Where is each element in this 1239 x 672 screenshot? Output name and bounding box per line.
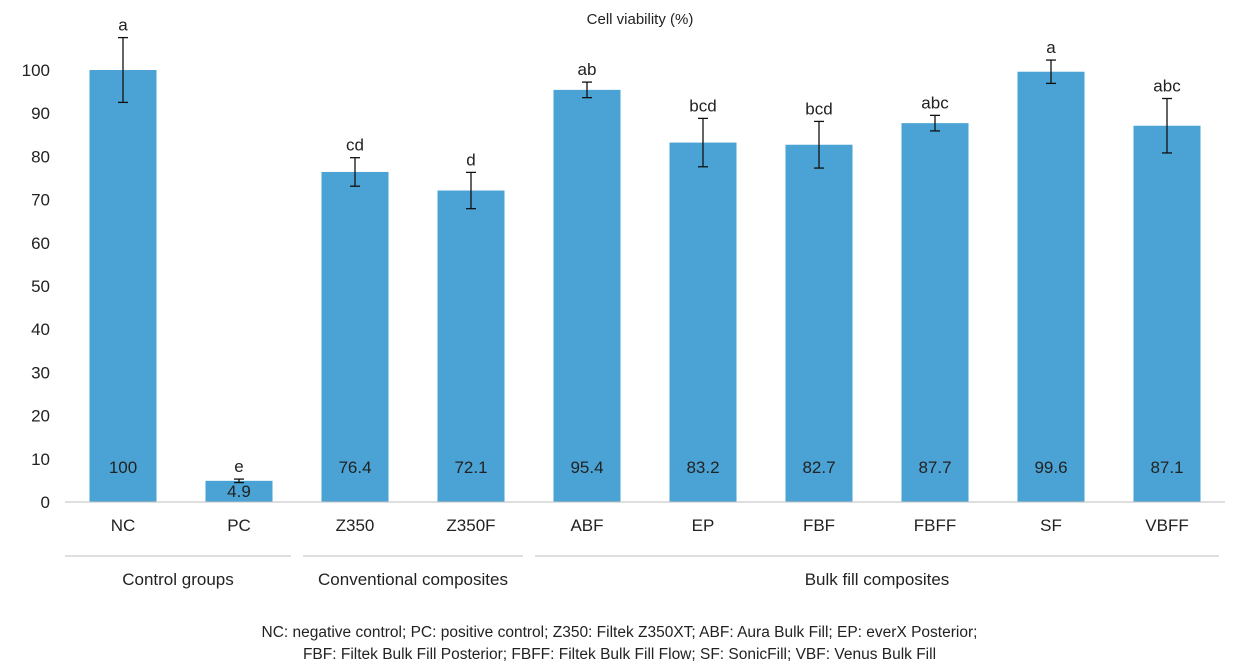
significance-letter: bcd	[805, 99, 832, 118]
bars	[89, 70, 1201, 503]
value-label: 99.6	[1034, 458, 1067, 477]
category-label: NC	[111, 516, 136, 535]
category-label: EP	[692, 516, 715, 535]
significance-letter: a	[118, 16, 128, 35]
significance-letter: bcd	[689, 96, 716, 115]
category-label: FBFF	[914, 516, 957, 535]
error-bars	[118, 36, 1172, 484]
significance-letter: d	[466, 150, 475, 169]
value-label: 76.4	[338, 458, 371, 477]
value-label: 100	[109, 458, 137, 477]
category-label: SF	[1040, 516, 1062, 535]
y-tick-label: 70	[31, 191, 50, 210]
group-label: Bulk fill composites	[805, 570, 950, 589]
bar	[669, 142, 737, 503]
bar	[1133, 125, 1201, 502]
value-label: 95.4	[570, 458, 603, 477]
bar	[205, 480, 273, 502]
y-tick-label: 20	[31, 407, 50, 426]
group-brackets: Control groups Conventional composites Bul…	[65, 555, 1219, 589]
y-tick-label: 60	[31, 234, 50, 253]
significance-letter: cd	[346, 136, 364, 155]
cell-viability-bar-chart: Cell viability (%) 0 10 20 30 40 50 60 70 80 90 10…	[22, 11, 1225, 589]
significance-letters: a e cd d ab bcd bcd abc a abc	[118, 16, 1181, 477]
category-label: Z350	[336, 516, 375, 535]
significance-letter: ab	[578, 60, 597, 79]
significance-letter: a	[1046, 38, 1056, 57]
footnote-line-2: FBF: Filtek Bulk Fill Posterior; FBFF: F…	[302, 646, 937, 663]
category-label: ABF	[570, 516, 603, 535]
value-label: 83.2	[686, 458, 719, 477]
category-labels: NC PC Z350 Z350F ABF EP FBF FBFF SF VBFF	[111, 516, 1189, 535]
y-tick-label: 0	[41, 493, 50, 512]
bar	[901, 123, 969, 503]
y-tick-label: 100	[22, 61, 50, 80]
significance-letter: e	[234, 457, 243, 476]
category-label: Z350F	[446, 516, 495, 535]
value-label: 72.1	[454, 458, 487, 477]
y-tick-label: 30	[31, 363, 50, 382]
bar	[553, 89, 621, 502]
category-label: VBFF	[1145, 516, 1188, 535]
group-label: Control groups	[122, 570, 234, 589]
value-labels: 100 4.9 76.4 72.1 95.4 83.2 82.7 87.7 99.6 87.1	[109, 458, 1184, 501]
bar	[437, 190, 505, 502]
bar	[89, 70, 157, 502]
value-label: 87.1	[1150, 458, 1183, 477]
y-axis-ticks: 0 10 20 30 40 50 60 70 80 90 100	[22, 61, 50, 512]
y-tick-label: 10	[31, 450, 50, 469]
footnote: NC: negative control; PC: positive contr…	[0, 622, 1239, 666]
significance-letter: abc	[1153, 77, 1181, 96]
bar	[1017, 71, 1085, 502]
value-label: 87.7	[918, 458, 951, 477]
y-tick-label: 50	[31, 277, 50, 296]
significance-letter: abc	[921, 93, 949, 112]
value-label: 4.9	[227, 482, 251, 501]
chart-title: Cell viability (%)	[587, 11, 694, 28]
category-label: PC	[227, 516, 251, 535]
y-tick-label: 90	[31, 104, 50, 123]
bar	[785, 144, 853, 502]
footnote-line-1: NC: negative control; PC: positive contr…	[261, 624, 978, 641]
bar	[321, 171, 389, 502]
group-label: Conventional composites	[318, 570, 508, 589]
y-tick-label: 80	[31, 147, 50, 166]
value-label: 82.7	[802, 458, 835, 477]
y-tick-label: 40	[31, 320, 50, 339]
category-label: FBF	[803, 516, 835, 535]
